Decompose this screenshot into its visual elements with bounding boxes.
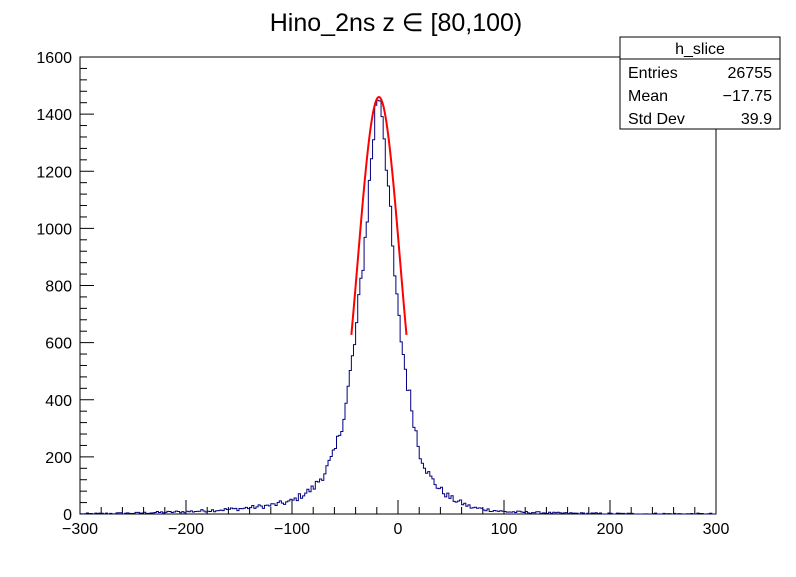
stats-entries-value: 26755 <box>728 65 773 82</box>
y-tick-label: 800 <box>45 279 72 296</box>
y-tick-label: 1000 <box>36 221 72 238</box>
fit-curve <box>350 95 408 335</box>
y-tick-label: 400 <box>45 393 72 410</box>
y-tick-label: 1200 <box>36 164 72 181</box>
x-tick-label: 200 <box>597 521 624 538</box>
stats-box-frame <box>619 36 781 130</box>
y-tick-label: 1600 <box>36 50 72 67</box>
y-tick-label: 200 <box>45 450 72 467</box>
x-axis: −300 −200 −100 0 100 200 300 <box>62 500 729 538</box>
histogram-line <box>79 99 716 515</box>
y-tick-label: 0 <box>63 507 72 524</box>
y-axis: 0 200 400 600 800 1000 1200 1400 1600 <box>36 50 94 524</box>
stats-box: h_slice Entries 26755 Mean −17.75 Std De… <box>619 36 781 130</box>
x-tick-label: 100 <box>491 521 518 538</box>
stats-mean-value: −17.75 <box>723 88 772 105</box>
stats-box-title: h_slice <box>675 41 725 58</box>
stats-stddev-label: Std Dev <box>628 111 685 128</box>
stats-entries-label: Entries <box>628 65 678 82</box>
x-tick-label: −100 <box>274 521 310 538</box>
fit-series <box>350 95 408 335</box>
x-tick-label: −300 <box>62 521 98 538</box>
x-tick-label: 300 <box>703 521 730 538</box>
y-tick-label: 1400 <box>36 107 72 124</box>
histogram-series <box>79 99 716 515</box>
stats-mean-label: Mean <box>628 88 668 105</box>
y-tick-label: 600 <box>45 336 72 353</box>
x-tick-label: −200 <box>168 521 204 538</box>
stats-stddev-value: 39.9 <box>741 111 772 128</box>
x-tick-label: 0 <box>394 521 403 538</box>
chart-title: Hino_2ns z ∈ [80,100) <box>270 9 522 37</box>
